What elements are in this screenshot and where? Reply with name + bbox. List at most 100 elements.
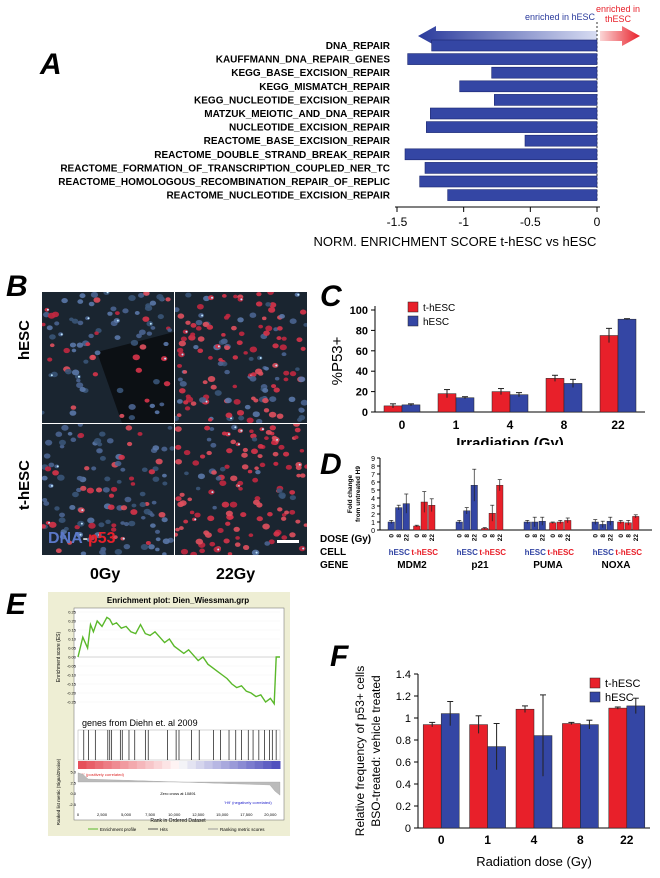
nucleus [123, 544, 131, 550]
nucleus [300, 399, 307, 406]
nucleus [77, 320, 84, 326]
nucleus [206, 324, 214, 330]
f-bar-t-hesc-8 [562, 723, 581, 829]
nucleus [289, 532, 296, 538]
nucleus [232, 355, 239, 360]
f-y-tick-label: 0.6 [396, 757, 411, 769]
rank-color-strip [153, 761, 163, 769]
nucleus [294, 427, 301, 433]
nucleus [84, 466, 90, 471]
f-legend-swatch [589, 677, 601, 689]
nucleus [63, 347, 70, 354]
es-ylabel: Enrichment score (ES) [56, 632, 62, 683]
nucleus [142, 316, 150, 322]
gsea-legend-label: Hits [160, 827, 168, 832]
nucleus [71, 318, 79, 324]
nucleus [122, 308, 129, 314]
es-tick-label: -0.25 [67, 700, 77, 705]
d-cell-name: hESC [457, 548, 479, 557]
d-y-tick-label: 3 [371, 504, 375, 511]
nucleus [128, 476, 135, 481]
nucleus [276, 336, 282, 341]
rank-color-strip [271, 761, 281, 769]
bright-spot [116, 319, 119, 322]
nucleus [49, 343, 55, 348]
nucleus [259, 462, 266, 468]
nucleus [224, 464, 230, 469]
d-dose-tick: 22 [565, 534, 572, 542]
nucleus [211, 470, 217, 475]
d-gene-name: MDM2 [397, 560, 427, 571]
nucleus [131, 503, 137, 508]
f-y-tick-label: 0.2 [396, 801, 411, 813]
f-legend-label: hESC [605, 692, 634, 704]
nucleus [67, 540, 73, 545]
nucleus [132, 354, 140, 361]
nucleus [120, 505, 128, 511]
nucleus [243, 351, 248, 355]
nucleus [194, 512, 201, 518]
nucleus [271, 384, 277, 389]
nucleus [94, 331, 99, 335]
panel-f-chart: 0 0.2 0.4 0.6 0.8 1 1.2 1.4 0 1 4 8 22 Relative frequ… [353, 666, 650, 869]
nucleus [163, 381, 171, 387]
nucleus [272, 451, 279, 457]
bar-kegg-nucleotide-excision-repair [494, 94, 598, 106]
nucleus [225, 313, 231, 318]
nucleus [107, 504, 115, 510]
nucleus [178, 388, 186, 394]
bright-spot [77, 375, 80, 378]
d-dose-tick: 8 [625, 534, 632, 538]
f-bar-t-hesc-4 [515, 708, 535, 829]
nucleus [238, 486, 243, 491]
nucleus [237, 317, 244, 323]
panel-e-label: E [6, 588, 27, 621]
nucleus [208, 355, 213, 360]
nucleus [180, 548, 189, 555]
nucleus [296, 337, 303, 343]
nucleus [209, 541, 216, 547]
nucleus [76, 342, 84, 348]
nucleus [233, 399, 241, 405]
nucleus [175, 426, 182, 432]
d-dose-tick: 22 [633, 534, 640, 542]
nucleus [57, 474, 65, 481]
panel-b-label: B [6, 270, 28, 303]
bright-spot [230, 417, 233, 420]
nucleus [94, 532, 102, 539]
nucleus [185, 320, 191, 325]
nucleus [269, 302, 277, 308]
nucleus [76, 378, 81, 383]
nucleus [182, 329, 189, 334]
rank-x-tick-label: 2,500 [97, 812, 108, 817]
nucleus [128, 294, 136, 301]
nucleus [72, 491, 79, 498]
bright-spot [298, 463, 301, 466]
nucleus [162, 473, 167, 478]
bright-spot [194, 518, 197, 521]
micro-thesc-22gy [175, 424, 307, 555]
nucleus [279, 314, 285, 319]
nucleus [257, 454, 263, 459]
nucleus [59, 512, 65, 518]
es-tick-label: 0.20 [68, 619, 77, 624]
nucleus [277, 326, 283, 331]
f-bar-t-hesc-1 [469, 724, 488, 829]
nucleus [303, 523, 307, 527]
rank-color-strip [187, 761, 197, 769]
nucleus [274, 376, 280, 381]
panel-d-label: D [320, 448, 342, 481]
nucleus [180, 336, 187, 342]
nucleus [207, 418, 213, 422]
bright-spot [97, 534, 100, 537]
panel-c-chart: 0 20 40 60 80 100 0 1 4 8 22 %P53+ Irradiation (Gy) t… [330, 301, 645, 445]
nucleus [281, 336, 287, 341]
c-bar-t-hesc-8 [545, 378, 565, 413]
nucleus [241, 464, 249, 470]
nucleus [64, 368, 72, 375]
nucleus [264, 541, 271, 546]
nucleus [296, 473, 301, 478]
nucleus [265, 302, 271, 307]
nucleus [249, 312, 257, 318]
nucleus [190, 323, 197, 328]
